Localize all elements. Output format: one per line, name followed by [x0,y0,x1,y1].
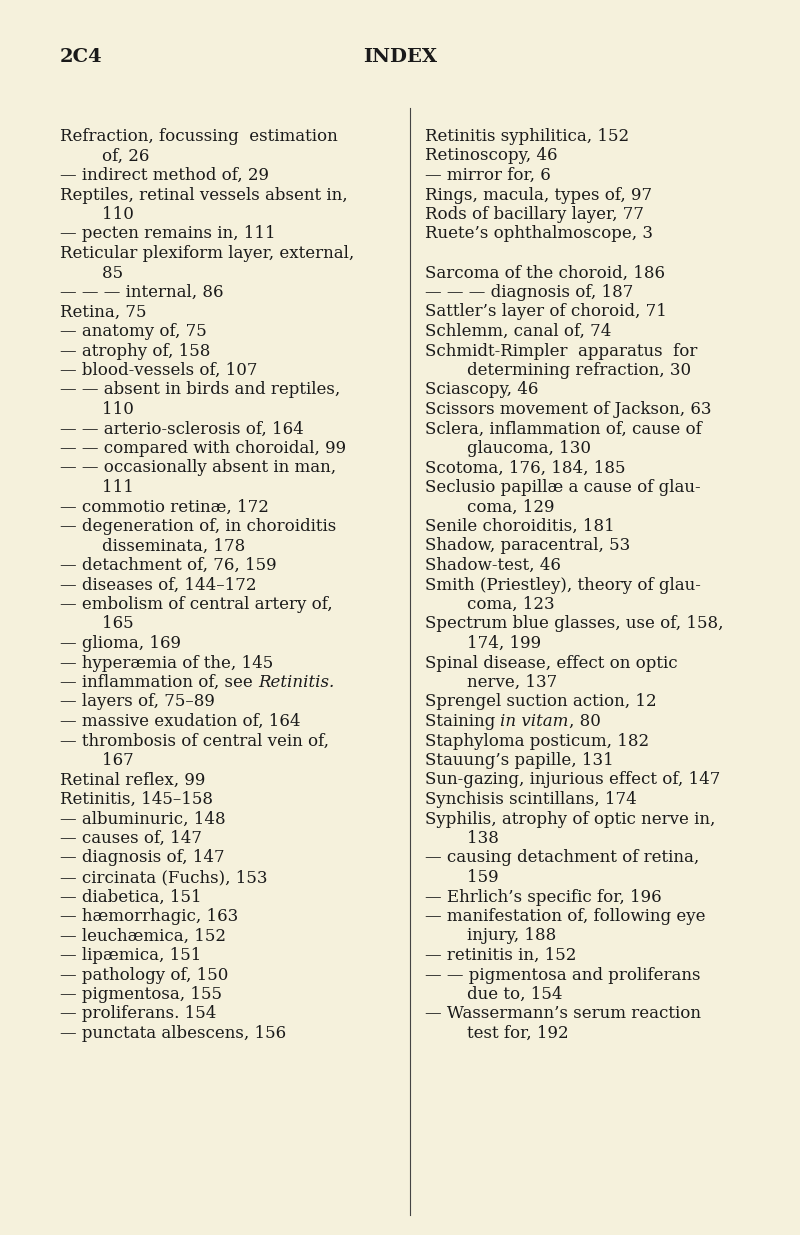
Text: — leuchæmica, 152: — leuchæmica, 152 [60,927,226,945]
Text: — pigmentosa, 155: — pigmentosa, 155 [60,986,222,1003]
Text: Smith (Priestley), theory of glau-: Smith (Priestley), theory of glau- [425,577,701,594]
Text: — circinata (Fuchs), 153: — circinata (Fuchs), 153 [60,869,267,885]
Text: Spectrum blue glasses, use of, 158,: Spectrum blue glasses, use of, 158, [425,615,723,632]
Text: — — — internal, 86: — — — internal, 86 [60,284,223,301]
Text: of, 26: of, 26 [60,147,150,164]
Text: — causing detachment of retina,: — causing detachment of retina, [425,850,699,867]
Text: — punctata albescens, 156: — punctata albescens, 156 [60,1025,286,1042]
Text: 85: 85 [60,264,123,282]
Text: — Ehrlich’s specific for, 196: — Ehrlich’s specific for, 196 [425,888,662,905]
Text: — atrophy of, 158: — atrophy of, 158 [60,342,210,359]
Text: Syphilis, atrophy of optic nerve in,: Syphilis, atrophy of optic nerve in, [425,810,715,827]
Text: Senile choroiditis, 181: Senile choroiditis, 181 [425,517,614,535]
Text: — hyperæmia of the, 145: — hyperæmia of the, 145 [60,655,274,672]
Text: — proliferans. 154: — proliferans. 154 [60,1005,216,1023]
Text: — glioma, 169: — glioma, 169 [60,635,181,652]
Text: Retina, 75: Retina, 75 [60,304,146,321]
Text: coma, 123: coma, 123 [425,597,554,613]
Text: INDEX: INDEX [363,48,437,65]
Text: — hæmorrhagic, 163: — hæmorrhagic, 163 [60,908,238,925]
Text: — diabetica, 151: — diabetica, 151 [60,888,202,905]
Text: 165: 165 [60,615,134,632]
Text: — Wassermann’s serum reaction: — Wassermann’s serum reaction [425,1005,701,1023]
Text: Retinitis.: Retinitis. [258,674,334,692]
Text: — layers of, 75–89: — layers of, 75–89 [60,694,215,710]
Text: — anatomy of, 75: — anatomy of, 75 [60,324,206,340]
Text: Schmidt-Rimpler  apparatus  for: Schmidt-Rimpler apparatus for [425,342,698,359]
Text: 174, 199: 174, 199 [425,635,541,652]
Text: — diseases of, 144–172: — diseases of, 144–172 [60,577,257,594]
Text: Sclera, inflammation of, cause of: Sclera, inflammation of, cause of [425,420,702,437]
Text: Retinal reflex, 99: Retinal reflex, 99 [60,772,206,788]
Text: 2C4: 2C4 [60,48,102,65]
Text: — — — diagnosis of, 187: — — — diagnosis of, 187 [425,284,634,301]
Text: test for, 192: test for, 192 [425,1025,569,1042]
Text: 138: 138 [425,830,499,847]
Text: Schlemm, canal of, 74: Schlemm, canal of, 74 [425,324,611,340]
Text: Synchisis scintillans, 174: Synchisis scintillans, 174 [425,790,637,808]
Text: disseminata, 178: disseminata, 178 [60,537,246,555]
Text: — causes of, 147: — causes of, 147 [60,830,202,847]
Text: 110: 110 [60,206,134,224]
Text: Stauung’s papille, 131: Stauung’s papille, 131 [425,752,614,769]
Text: — indirect method of, 29: — indirect method of, 29 [60,167,269,184]
Text: — — arterio-sclerosis of, 164: — — arterio-sclerosis of, 164 [60,420,304,437]
Text: Sarcoma of the choroid, 186: Sarcoma of the choroid, 186 [425,264,665,282]
Text: Staphyloma posticum, 182: Staphyloma posticum, 182 [425,732,649,750]
Text: Sun-gazing, injurious effect of, 147: Sun-gazing, injurious effect of, 147 [425,772,720,788]
Text: Reticular plexiform layer, external,: Reticular plexiform layer, external, [60,245,354,262]
Text: — detachment of, 76, 159: — detachment of, 76, 159 [60,557,277,574]
Text: injury, 188: injury, 188 [425,927,556,945]
Text: Shadow, paracentral, 53: Shadow, paracentral, 53 [425,537,630,555]
Text: Retinitis syphilitica, 152: Retinitis syphilitica, 152 [425,128,629,144]
Text: — mirror for, 6: — mirror for, 6 [425,167,550,184]
Text: — lipæmica, 151: — lipæmica, 151 [60,947,202,965]
Text: Scotoma, 176, 184, 185: Scotoma, 176, 184, 185 [425,459,626,477]
Text: Spinal disease, effect on optic: Spinal disease, effect on optic [425,655,678,672]
Text: Staining: Staining [425,713,501,730]
Text: — retinitis in, 152: — retinitis in, 152 [425,947,576,965]
Text: Seclusio papillæ a cause of glau-: Seclusio papillæ a cause of glau- [425,479,701,496]
Text: — — occasionally absent in man,: — — occasionally absent in man, [60,459,336,477]
Text: Reptiles, retinal vessels absent in,: Reptiles, retinal vessels absent in, [60,186,348,204]
Text: Scissors movement of Jackson, 63: Scissors movement of Jackson, 63 [425,401,711,417]
Text: — — compared with choroidal, 99: — — compared with choroidal, 99 [60,440,346,457]
Text: Retinitis, 145–158: Retinitis, 145–158 [60,790,213,808]
Text: — thrombosis of central vein of,: — thrombosis of central vein of, [60,732,329,750]
Text: — massive exudation of, 164: — massive exudation of, 164 [60,713,301,730]
Text: Retinoscopy, 46: Retinoscopy, 46 [425,147,558,164]
Text: — albuminuric, 148: — albuminuric, 148 [60,810,226,827]
Text: determining refraction, 30: determining refraction, 30 [425,362,691,379]
Text: due to, 154: due to, 154 [425,986,562,1003]
Text: Sattler’s layer of choroid, 71: Sattler’s layer of choroid, 71 [425,304,667,321]
Text: — inflammation of, see: — inflammation of, see [60,674,258,692]
Text: — embolism of central artery of,: — embolism of central artery of, [60,597,333,613]
Text: , 80: , 80 [569,713,601,730]
Text: Rings, macula, types of, 97: Rings, macula, types of, 97 [425,186,652,204]
Text: 159: 159 [425,869,498,885]
Text: glaucoma, 130: glaucoma, 130 [425,440,591,457]
Text: Ruete’s ophthalmoscope, 3: Ruete’s ophthalmoscope, 3 [425,226,653,242]
Text: — degeneration of, in choroiditis: — degeneration of, in choroiditis [60,517,336,535]
Text: — pathology of, 150: — pathology of, 150 [60,967,228,983]
Text: Refraction, focussing  estimation: Refraction, focussing estimation [60,128,338,144]
Text: 110: 110 [60,401,134,417]
Text: 167: 167 [60,752,134,769]
Text: — — pigmentosa and proliferans: — — pigmentosa and proliferans [425,967,701,983]
Text: nerve, 137: nerve, 137 [425,674,558,692]
Text: — commotio retinæ, 172: — commotio retinæ, 172 [60,499,269,515]
Text: 111: 111 [60,479,134,496]
Text: — — absent in birds and reptiles,: — — absent in birds and reptiles, [60,382,340,399]
Text: in vitam: in vitam [501,713,569,730]
Text: — blood-vessels of, 107: — blood-vessels of, 107 [60,362,258,379]
Text: Rods of bacillary layer, 77: Rods of bacillary layer, 77 [425,206,644,224]
Text: Sprengel suction action, 12: Sprengel suction action, 12 [425,694,657,710]
Text: — diagnosis of, 147: — diagnosis of, 147 [60,850,225,867]
Text: — manifestation of, following eye: — manifestation of, following eye [425,908,706,925]
Text: Shadow-test, 46: Shadow-test, 46 [425,557,561,574]
Text: coma, 129: coma, 129 [425,499,554,515]
Text: Sciascopy, 46: Sciascopy, 46 [425,382,538,399]
Text: — pecten remains in, 111: — pecten remains in, 111 [60,226,276,242]
